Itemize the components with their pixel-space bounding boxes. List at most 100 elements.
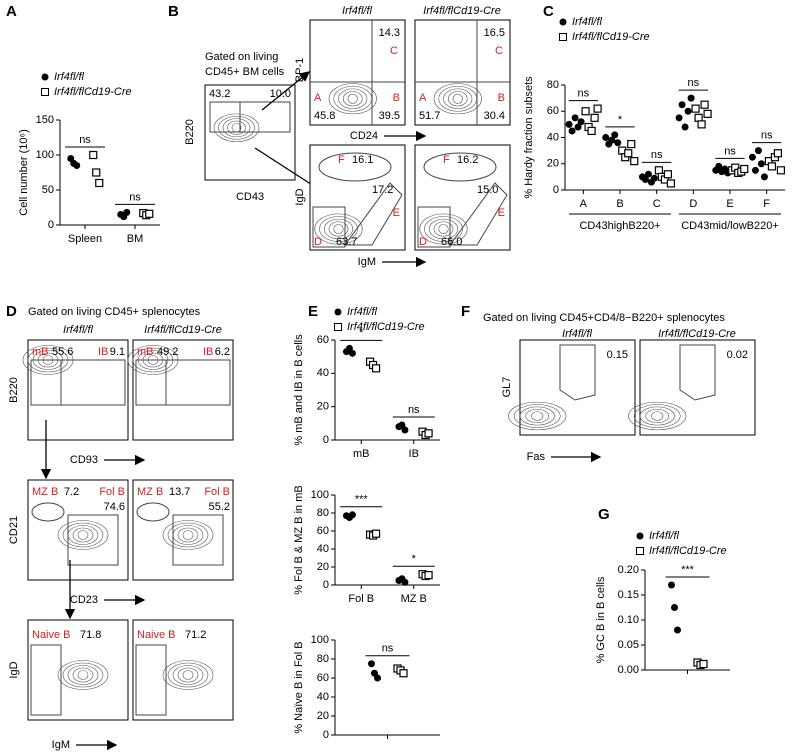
gate-letter: E [393,207,400,219]
group-label: CD43mid/lowB220+ [681,220,779,232]
data-point [577,118,585,126]
panel-label: G [598,506,610,523]
contour [77,530,89,540]
arrow [261,71,311,111]
axis-label: CD24 [350,130,378,142]
flow-plot [132,479,234,581]
data-point [89,150,98,160]
contour [167,522,209,548]
column-title: Irf4fl/fl [63,324,94,336]
axis-label: IgD [294,188,306,205]
data-point [73,162,81,169]
axis-label: GL7 [501,377,513,398]
data-point [715,162,723,170]
data-point [627,139,636,149]
gate-name: MZ B [137,486,163,498]
axis-label: CD43 [236,191,264,203]
gate-letter: D [419,236,427,248]
data-point [593,104,602,113]
contour [328,221,349,237]
y-tick-label: 60 [317,334,329,346]
data-point [681,123,689,131]
gate-number: 0.15 [607,349,628,361]
contour [338,88,368,109]
gate [344,182,403,246]
x-tick-label: BM [127,233,144,245]
gate-number: 43.2 [209,88,230,100]
axis-label: CD21 [8,516,20,544]
significance: ns [408,404,420,416]
significance: * [618,114,623,126]
data-point [694,113,703,122]
gate-number: 13.7 [169,486,190,498]
data-point [123,208,131,216]
legend-symbol [636,547,644,555]
gate-letter: D [314,236,322,248]
contour [227,120,246,135]
gate [679,344,716,401]
gate [172,514,224,566]
gate-note: CD45+ BM cells [205,66,285,78]
data-point [691,104,700,113]
group-label: CD43highB220+ [579,220,660,232]
gate-name: mB [137,346,154,358]
contour [513,404,561,428]
data-point [754,147,762,155]
legend-symbol [559,33,567,41]
gate-letter: C [390,45,398,57]
contour [62,522,104,548]
gate [136,502,170,522]
contour [162,520,214,550]
y-tick-label: 60 [547,105,559,117]
legend-symbol [41,73,49,81]
x-tick-label: Fol B [348,593,374,605]
y-tick-label: 100 [36,149,54,161]
contour [519,406,555,426]
data-point [671,604,678,611]
data-point [571,114,579,122]
y-tick-label: 40 [317,367,329,379]
gate-number: 14.3 [379,27,400,39]
gate [318,152,392,182]
gate-name: IB [203,346,213,358]
gate-note: Gated on living CD45+ splenocytes [28,306,201,318]
column-title: Irf4fl/flCd19-Cre [658,328,736,340]
gate-number: 7.2 [64,486,79,498]
contour [218,115,255,140]
data-point [568,127,576,135]
contour [213,113,260,142]
flow-plot [309,19,406,126]
axis-label: IgM [52,739,70,751]
gate-name: Fol B [99,486,125,498]
data-point [587,126,596,136]
gate-letter: E [498,207,505,219]
gate [30,644,62,716]
data-point [776,166,786,175]
gate-number: 74.6 [104,501,125,513]
contour [57,520,109,550]
gate-number: 16.2 [457,154,478,166]
gate-name: MZ B [32,486,58,498]
data-point [614,139,622,147]
gate-number: 55.6 [52,346,73,358]
data-point [668,581,675,589]
data-point [92,168,101,177]
y-tick-label: 40 [317,691,329,703]
data-point [757,160,765,168]
y-tick-label: 60 [317,672,329,684]
y-tick-label: 100 [311,489,329,501]
gate-note: Gated on living CD45+CD4/8−B220+ splenoc… [483,312,725,324]
data-point [371,364,381,373]
gate-number: 6.2 [215,346,230,358]
panel-label: E [308,303,318,320]
axis-label: IgD [8,661,20,678]
contour [177,667,199,683]
data-point [590,113,599,122]
contour [333,224,344,234]
axis-label: IgM [358,256,376,268]
x-tick-label: E [726,198,733,210]
contour [67,665,99,685]
gate-letter: A [314,92,322,104]
legend-symbol [636,532,644,540]
panel-label: F [461,303,470,320]
